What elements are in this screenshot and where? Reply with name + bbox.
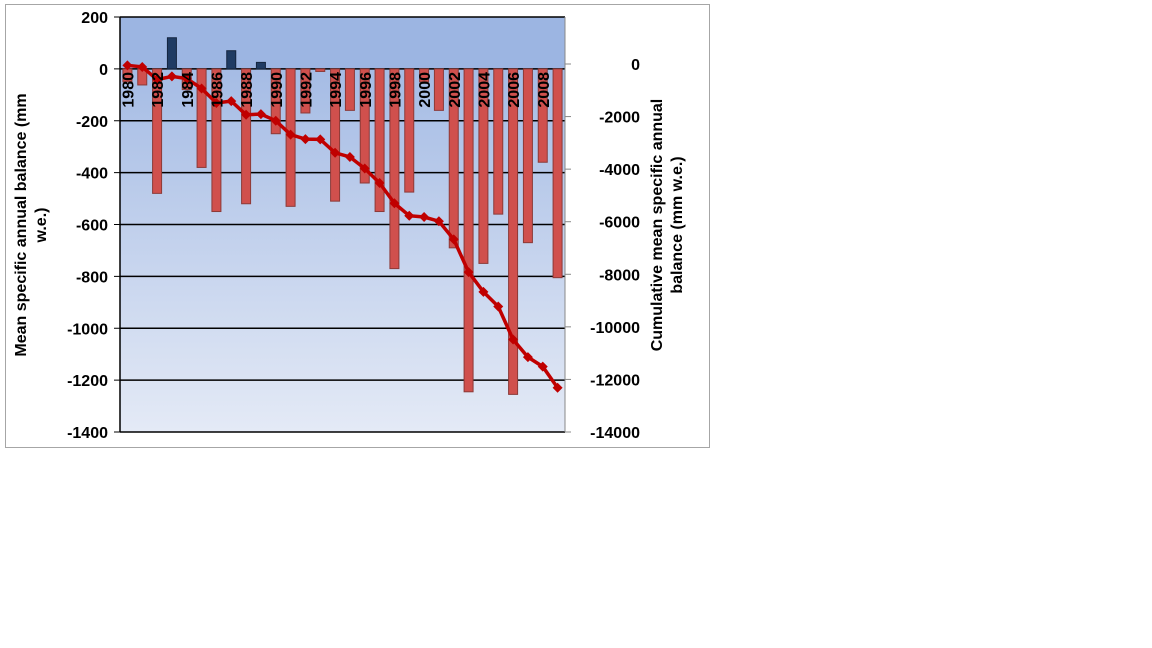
y-tick-label: -800 xyxy=(76,269,108,286)
marker-2003 xyxy=(463,267,474,278)
marker-2001 xyxy=(433,216,444,227)
marker-1990 xyxy=(270,115,281,126)
bar-1990 xyxy=(270,68,281,135)
marker-1985 xyxy=(196,83,207,94)
x-tick-label: 2004 xyxy=(476,72,493,108)
bar-2004 xyxy=(478,68,489,264)
y2-tick-label: -6000 xyxy=(599,215,640,232)
marker-2007 xyxy=(522,352,533,363)
y-tick-label: -1000 xyxy=(67,321,108,338)
y2-tick-label: -14000 xyxy=(590,425,640,442)
bar-2007 xyxy=(522,68,533,244)
marker-2000 xyxy=(419,212,430,223)
x-tick-label: 1988 xyxy=(239,72,256,108)
bar-2002 xyxy=(448,68,459,249)
axis-title-line: balance (mm w.e.) xyxy=(669,156,686,293)
y2-axis-title: Cumulative mean specific annual balance (… xyxy=(649,99,686,352)
bar-1983 xyxy=(166,37,177,70)
y2-tick-label: -8000 xyxy=(599,267,640,284)
marker-1984 xyxy=(181,73,192,84)
marker-1997 xyxy=(374,177,385,188)
marker-1996 xyxy=(359,163,370,174)
x-tick-label: 1980 xyxy=(120,72,137,108)
marker-1982 xyxy=(152,74,163,85)
bar-1993 xyxy=(315,68,326,72)
bar-2003 xyxy=(463,68,474,393)
x-tick-label: 1986 xyxy=(209,72,226,108)
bar-1998 xyxy=(389,68,400,270)
marker-2006 xyxy=(508,334,519,345)
y-tick-label: -400 xyxy=(76,166,108,183)
marker-1986 xyxy=(211,97,222,108)
y2-tick-label: -4000 xyxy=(599,162,640,179)
marker-1987 xyxy=(226,96,237,107)
bar-1982 xyxy=(152,68,163,194)
x-tick-label: 1990 xyxy=(269,72,286,108)
bar-1995 xyxy=(344,68,355,111)
x-tick-label: 2006 xyxy=(506,72,523,108)
bar-2001 xyxy=(433,68,444,111)
x-tick-label: 1996 xyxy=(358,72,375,108)
positive-region xyxy=(120,17,565,69)
axis-title-line: Cumulative mean specific annual xyxy=(649,99,666,352)
marker-1992 xyxy=(300,134,311,145)
x-tick-label: 1992 xyxy=(298,72,315,108)
bar-1988 xyxy=(241,68,252,205)
marker-1994 xyxy=(330,147,341,158)
x-tick-label: 1984 xyxy=(180,72,197,108)
y2-tick-label: 0 xyxy=(631,57,640,74)
x-tick-label: 1982 xyxy=(150,72,167,108)
y-tick-label: -200 xyxy=(76,114,108,131)
marker-1989 xyxy=(255,109,266,120)
marker-2002 xyxy=(448,234,459,245)
marker-2005 xyxy=(493,301,504,312)
y-tick-label: -600 xyxy=(76,218,108,235)
y-tick-label: 0 xyxy=(99,62,108,79)
x-tick-label: 2008 xyxy=(536,72,553,108)
marker-1993 xyxy=(315,134,326,145)
bar-2008 xyxy=(537,68,548,163)
marker-1983 xyxy=(166,71,177,82)
bar-1997 xyxy=(374,68,385,213)
marker-1995 xyxy=(344,151,355,162)
x-tick-label: 2002 xyxy=(447,72,464,108)
axis-title-line: Mean specific annual balance (mm xyxy=(13,93,30,356)
y-tick-label: -1400 xyxy=(67,425,108,442)
marker-2008 xyxy=(537,361,548,372)
axis-title-line: w.e.) xyxy=(33,208,50,244)
bar-2000 xyxy=(419,68,430,83)
bar-1996 xyxy=(359,68,370,184)
x-tick-label: 2000 xyxy=(417,72,434,108)
y2-tick-label: -10000 xyxy=(590,320,640,337)
bar-1999 xyxy=(404,68,415,193)
marker-1998 xyxy=(389,198,400,209)
y-tick-label: 200 xyxy=(81,10,108,27)
marker-1980 xyxy=(122,60,133,71)
bar-1992 xyxy=(300,68,311,114)
bar-2006 xyxy=(508,68,519,395)
marker-1991 xyxy=(285,129,296,140)
bar-1987 xyxy=(226,50,237,70)
marker-1988 xyxy=(241,109,252,120)
y2-tick-label: -12000 xyxy=(590,372,640,389)
y2-tick-label: -2000 xyxy=(599,110,640,127)
bar-1985 xyxy=(196,68,207,168)
bar-2005 xyxy=(493,68,504,215)
marker-1999 xyxy=(404,210,415,221)
y-tick-label: -1200 xyxy=(67,373,108,390)
x-tick-label: 1994 xyxy=(328,72,345,108)
bar-1989 xyxy=(255,61,266,70)
marker-1981 xyxy=(137,61,148,72)
x-tick-label: 1998 xyxy=(387,72,404,108)
bar-1994 xyxy=(330,68,341,202)
marker-2009 xyxy=(552,382,563,393)
marker-2004 xyxy=(478,286,489,297)
y-axis-title: Mean specific annual balance (mm w.e.) xyxy=(13,93,50,356)
bar-1986 xyxy=(211,68,222,213)
bar-2009 xyxy=(552,68,563,279)
